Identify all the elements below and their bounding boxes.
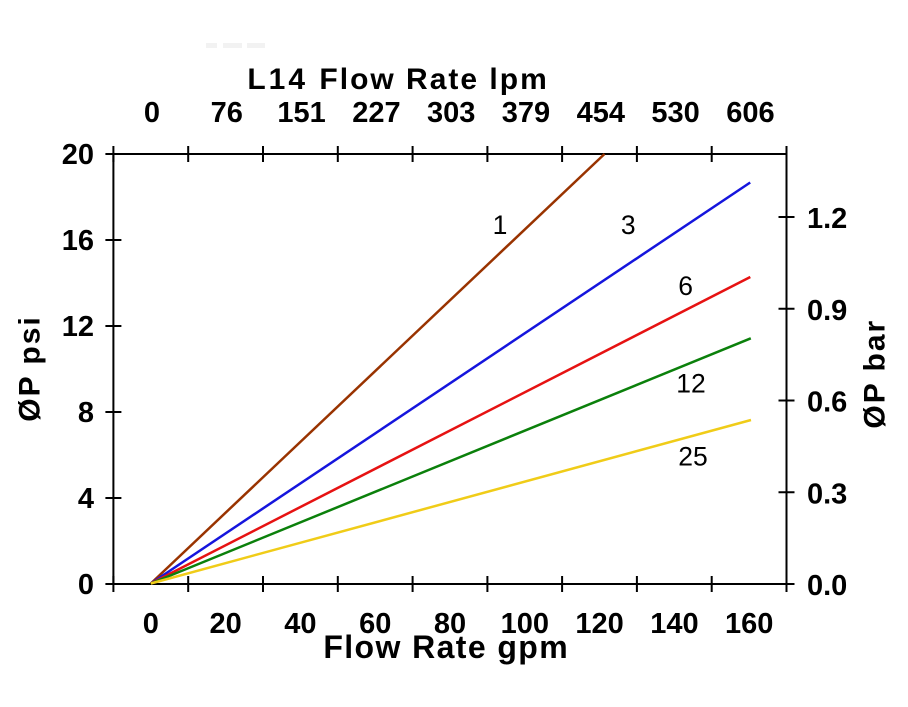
svg-text:16: 16 <box>62 225 94 257</box>
svg-text:303: 303 <box>427 97 475 129</box>
svg-text:160: 160 <box>725 608 773 640</box>
svg-text:0: 0 <box>143 608 159 640</box>
svg-text:4: 4 <box>78 483 94 515</box>
svg-text:454: 454 <box>577 97 625 129</box>
svg-text:3: 3 <box>621 210 636 240</box>
svg-text:530: 530 <box>651 97 699 129</box>
svg-text:80: 80 <box>434 608 466 640</box>
svg-text:0.0: 0.0 <box>807 570 847 602</box>
svg-text:0: 0 <box>78 569 94 601</box>
svg-text:20: 20 <box>209 608 241 640</box>
svg-text:ØP bar: ØP bar <box>859 319 892 429</box>
svg-text:120: 120 <box>575 608 623 640</box>
svg-text:100: 100 <box>501 608 549 640</box>
svg-text:227: 227 <box>352 97 400 129</box>
svg-text:ØP psi: ØP psi <box>14 315 47 421</box>
svg-text:140: 140 <box>650 608 698 640</box>
svg-text:L14: L14 <box>247 63 308 96</box>
svg-text:0.3: 0.3 <box>807 478 847 510</box>
svg-text:606: 606 <box>726 97 774 129</box>
svg-text:151: 151 <box>277 97 325 129</box>
svg-text:12: 12 <box>676 368 705 398</box>
svg-text:0.6: 0.6 <box>807 387 847 419</box>
svg-text:1.2: 1.2 <box>807 203 847 235</box>
svg-text:0: 0 <box>144 97 160 129</box>
svg-text:25: 25 <box>678 442 707 472</box>
svg-text:40: 40 <box>284 608 316 640</box>
svg-text:Flow Rate lpm: Flow Rate lpm <box>319 63 548 96</box>
svg-text:20: 20 <box>62 139 94 171</box>
svg-text:1: 1 <box>493 210 508 240</box>
svg-text:0.9: 0.9 <box>807 295 847 327</box>
svg-text:Flow Rate gpm: Flow Rate gpm <box>323 629 569 665</box>
svg-text:379: 379 <box>502 97 550 129</box>
svg-text:6: 6 <box>678 271 693 301</box>
svg-text:60: 60 <box>359 608 391 640</box>
svg-text:76: 76 <box>211 97 243 129</box>
svg-text:12: 12 <box>62 311 94 343</box>
svg-text:8: 8 <box>78 397 94 429</box>
